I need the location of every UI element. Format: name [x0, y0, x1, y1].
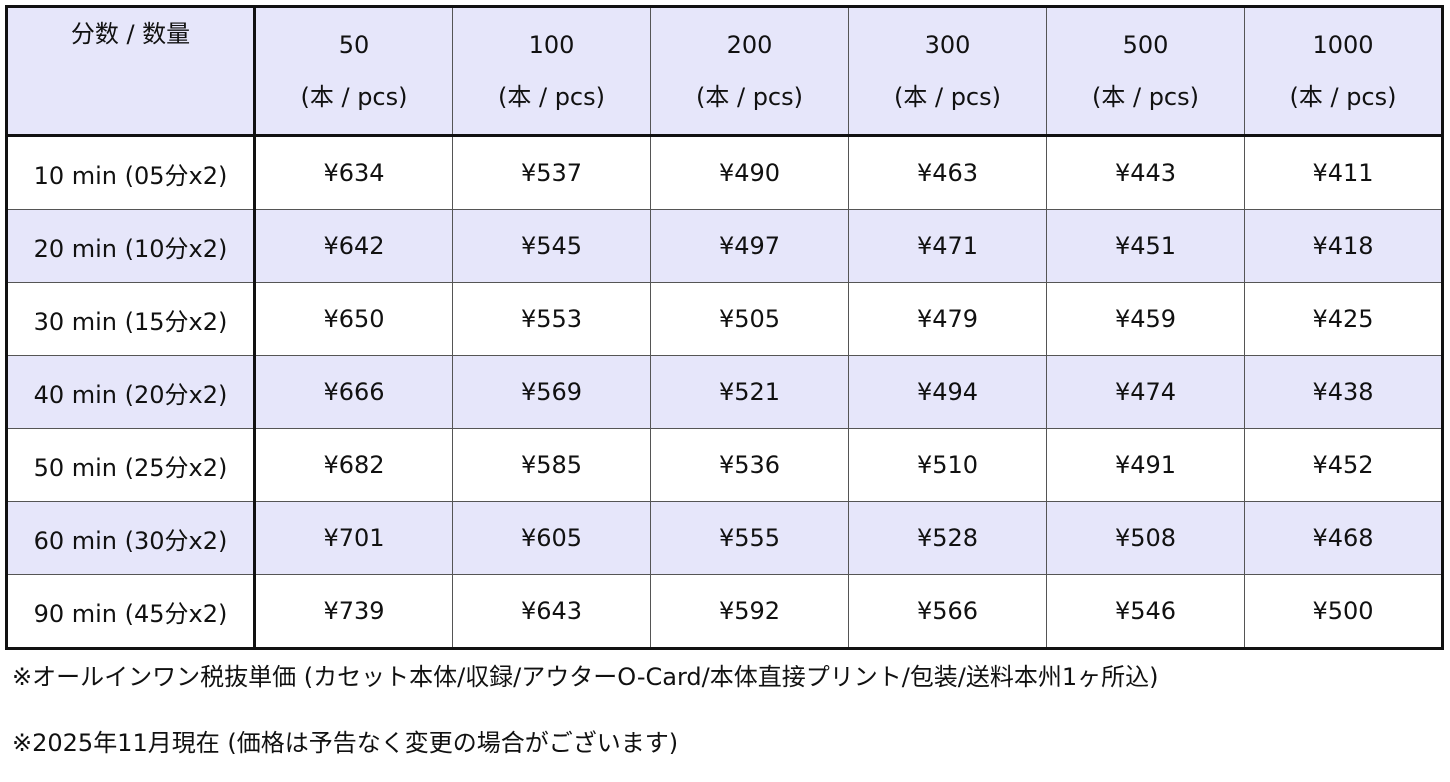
- price-cell: ¥666: [254, 355, 453, 429]
- price-cell: ¥490: [650, 135, 849, 210]
- price-cell: ¥605: [452, 501, 651, 575]
- price-cell: ¥479: [848, 282, 1047, 356]
- table-row: 50 min (25分x2) ¥682 ¥585 ¥536 ¥510 ¥491 …: [6, 428, 1443, 502]
- price-cell: ¥555: [650, 501, 849, 575]
- table-row: 90 min (45分x2) ¥739 ¥643 ¥592 ¥566 ¥546 …: [6, 574, 1443, 649]
- price-cell: ¥463: [848, 135, 1047, 210]
- price-cell: ¥505: [650, 282, 849, 356]
- row-label: 90 min (45分x2): [6, 574, 256, 649]
- price-cell: ¥508: [1046, 501, 1245, 575]
- price-cell: ¥451: [1046, 209, 1245, 283]
- qty-header: 100 (本 / pcs): [452, 6, 651, 137]
- price-cell: ¥536: [650, 428, 849, 502]
- table-row: 60 min (30分x2) ¥701 ¥605 ¥555 ¥528 ¥508 …: [6, 501, 1443, 575]
- row-label: 40 min (20分x2): [6, 355, 256, 429]
- price-cell: ¥643: [452, 574, 651, 649]
- qty-unit: (本 / pcs): [893, 83, 1001, 111]
- date-note: ※2025年11月現在 (価格は予告なく変更の場合がございます): [12, 729, 679, 757]
- qty-value: 500: [1122, 31, 1169, 59]
- qty-value: 100: [528, 31, 575, 59]
- qty-value: 50: [338, 31, 370, 59]
- price-cell: ¥592: [650, 574, 849, 649]
- price-cell: ¥546: [1046, 574, 1245, 649]
- row-label: 50 min (25分x2): [6, 428, 256, 502]
- price-cell: ¥418: [1244, 209, 1443, 283]
- price-cell: ¥642: [254, 209, 453, 283]
- price-cell: ¥443: [1046, 135, 1245, 210]
- price-cell: ¥494: [848, 355, 1047, 429]
- price-cell: ¥553: [452, 282, 651, 356]
- row-label: 30 min (15分x2): [6, 282, 256, 356]
- qty-header: 50 (本 / pcs): [254, 6, 453, 137]
- price-cell: ¥528: [848, 501, 1047, 575]
- qty-header: 300 (本 / pcs): [848, 6, 1047, 137]
- price-cell: ¥500: [1244, 574, 1443, 649]
- price-cell: ¥650: [254, 282, 453, 356]
- price-cell: ¥474: [1046, 355, 1245, 429]
- qty-unit: (本 / pcs): [695, 83, 803, 111]
- table-row: 40 min (20分x2) ¥666 ¥569 ¥521 ¥494 ¥474 …: [6, 355, 1443, 429]
- price-cell: ¥468: [1244, 501, 1443, 575]
- price-cell: ¥682: [254, 428, 453, 502]
- price-cell: ¥701: [254, 501, 453, 575]
- qty-unit: (本 / pcs): [497, 83, 605, 111]
- row-label: 60 min (30分x2): [6, 501, 256, 575]
- table-row: 20 min (10分x2) ¥642 ¥545 ¥497 ¥471 ¥451 …: [6, 209, 1443, 283]
- qty-header: 1000 (本 / pcs): [1244, 6, 1443, 137]
- price-cell: ¥452: [1244, 428, 1443, 502]
- price-cell: ¥739: [254, 574, 453, 649]
- price-cell: ¥411: [1244, 135, 1443, 210]
- corner-header: 分数 / 数量: [6, 6, 256, 137]
- price-cell: ¥510: [848, 428, 1047, 502]
- price-cell: ¥585: [452, 428, 651, 502]
- header-row: 分数 / 数量 50 (本 / pcs) 100 (本 / pcs) 200 (本 /…: [6, 6, 1443, 137]
- pricing-note: ※オールインワン税抜単価 (カセット本体/収録/アウターO-Card/本体直接プ…: [12, 663, 1159, 691]
- price-cell: ¥497: [650, 209, 849, 283]
- qty-header: 500 (本 / pcs): [1046, 6, 1245, 137]
- price-table: 分数 / 数量 50 (本 / pcs) 100 (本 / pcs) 200 (本 /…: [5, 5, 1444, 650]
- price-cell: ¥545: [452, 209, 651, 283]
- table-row: 10 min (05分x2) ¥634 ¥537 ¥490 ¥463 ¥443 …: [6, 135, 1443, 210]
- row-label: 10 min (05分x2): [6, 135, 256, 210]
- qty-value: 1000: [1312, 31, 1374, 59]
- price-cell: ¥459: [1046, 282, 1245, 356]
- price-cell: ¥521: [650, 355, 849, 429]
- price-cell: ¥425: [1244, 282, 1443, 356]
- row-label: 20 min (10分x2): [6, 209, 256, 283]
- qty-header: 200 (本 / pcs): [650, 6, 849, 137]
- qty-unit: (本 / pcs): [1091, 83, 1199, 111]
- price-cell: ¥566: [848, 574, 1047, 649]
- qty-value: 300: [924, 31, 971, 59]
- qty-unit: (本 / pcs): [300, 83, 408, 111]
- price-cell: ¥438: [1244, 355, 1443, 429]
- price-cell: ¥491: [1046, 428, 1245, 502]
- price-cell: ¥634: [254, 135, 453, 210]
- table-row: 30 min (15分x2) ¥650 ¥553 ¥505 ¥479 ¥459 …: [6, 282, 1443, 356]
- price-cell: ¥471: [848, 209, 1047, 283]
- price-cell: ¥569: [452, 355, 651, 429]
- qty-value: 200: [726, 31, 773, 59]
- qty-unit: (本 / pcs): [1289, 83, 1397, 111]
- price-cell: ¥537: [452, 135, 651, 210]
